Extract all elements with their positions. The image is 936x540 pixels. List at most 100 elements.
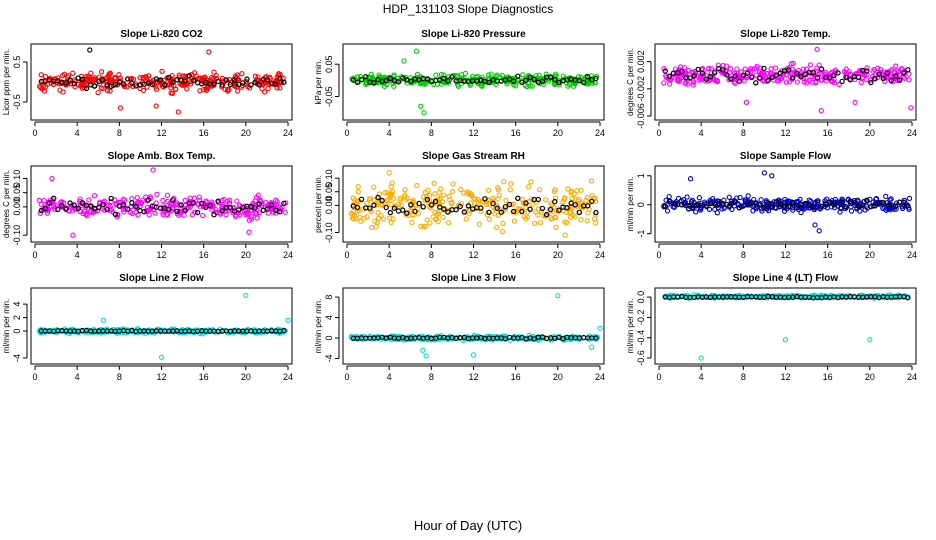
mean-point	[400, 75, 406, 81]
x-tick-label: 20	[865, 128, 875, 138]
points-group	[36, 292, 291, 360]
data-point	[583, 197, 589, 204]
y-tick-label: -0.4	[636, 330, 646, 346]
mean-point	[445, 209, 451, 215]
mean-point	[736, 78, 743, 84]
mean-point	[585, 203, 591, 209]
x-tick-label: 12	[156, 128, 166, 138]
data-point	[277, 85, 283, 91]
x-tick-label: 12	[156, 250, 166, 260]
x-tick-label: 12	[468, 128, 478, 138]
y-tick-label: 0.002	[636, 50, 646, 73]
mean-point	[593, 75, 599, 82]
data-point	[234, 198, 240, 204]
mean-point	[511, 78, 517, 84]
data-point	[272, 197, 279, 203]
mean-point	[814, 74, 821, 81]
y-tick-label: 4	[324, 315, 334, 320]
data-point	[401, 194, 408, 200]
data-point	[714, 210, 720, 216]
mean-point	[87, 203, 94, 209]
mean-point	[687, 75, 693, 81]
data-point	[477, 198, 483, 205]
mean-point	[736, 204, 743, 211]
panel-title: Slope Line 3 Flow	[431, 273, 516, 284]
mean-point	[149, 81, 155, 88]
mean-point	[593, 209, 599, 216]
outlier-point	[687, 176, 694, 182]
y-tick-label: 0.10	[324, 169, 334, 187]
mean-point	[391, 205, 398, 211]
mean-point	[186, 72, 192, 79]
outlier-point	[206, 49, 212, 55]
mean-point	[699, 70, 706, 76]
x-tick-label: 4	[699, 250, 704, 260]
data-point	[57, 87, 63, 93]
mean-point	[662, 203, 669, 210]
mean-point	[190, 200, 197, 206]
x-tick-label: 0	[344, 372, 349, 382]
mean-point	[79, 76, 86, 83]
outlier-point	[418, 103, 424, 109]
panel-title: Slope Li-820 CO2	[120, 29, 203, 40]
data-point	[864, 65, 870, 71]
mean-point	[786, 67, 792, 73]
data-point	[532, 220, 538, 226]
mean-point	[104, 206, 110, 213]
data-point	[189, 212, 196, 218]
mean-point	[502, 204, 509, 210]
mean-point	[720, 67, 726, 73]
x-tick-label: 4	[75, 372, 80, 382]
mean-point	[888, 77, 895, 84]
data-point	[256, 210, 262, 216]
data-point	[734, 66, 740, 72]
mean-point	[761, 205, 767, 211]
mean-point	[215, 78, 221, 85]
data-point	[449, 199, 455, 206]
data-point	[183, 81, 189, 87]
data-point	[779, 75, 785, 82]
mean-point	[535, 196, 542, 203]
data-point	[551, 188, 558, 195]
data-point	[507, 187, 514, 193]
data-point	[420, 194, 427, 200]
data-point	[418, 223, 424, 230]
mean-point	[441, 75, 447, 82]
data-point	[552, 195, 559, 201]
data-point	[503, 197, 509, 204]
data-point	[753, 72, 759, 78]
data-point	[38, 72, 44, 78]
y-axis-label: ml/min per min.	[626, 299, 635, 354]
mean-point	[905, 67, 911, 73]
mean-point	[728, 76, 734, 82]
mean-point	[794, 205, 800, 211]
outlier-point	[386, 170, 392, 176]
data-point	[351, 215, 357, 222]
data-point	[169, 90, 176, 97]
mean-point	[897, 77, 903, 83]
x-tick-label: 24	[283, 250, 293, 260]
mean-point	[839, 78, 845, 85]
data-point	[584, 195, 590, 201]
data-point	[790, 207, 796, 213]
data-point	[200, 212, 206, 219]
mean-point	[395, 208, 402, 214]
mean-point	[59, 203, 65, 209]
data-point	[515, 206, 521, 212]
mean-point	[843, 204, 849, 210]
mean-point	[872, 75, 878, 82]
mean-point	[182, 78, 188, 84]
x-tick-label: 0	[656, 372, 661, 382]
data-point	[822, 71, 828, 78]
mean-point	[194, 209, 201, 216]
mean-point	[71, 80, 77, 87]
mean-point	[864, 68, 870, 74]
data-point	[427, 220, 433, 226]
outlier-point	[246, 229, 252, 235]
mean-point	[264, 206, 271, 212]
mean-point	[432, 198, 439, 205]
y-axis-label: degrees C per min.	[2, 170, 11, 238]
data-point	[454, 73, 460, 79]
mean-point	[835, 70, 841, 76]
